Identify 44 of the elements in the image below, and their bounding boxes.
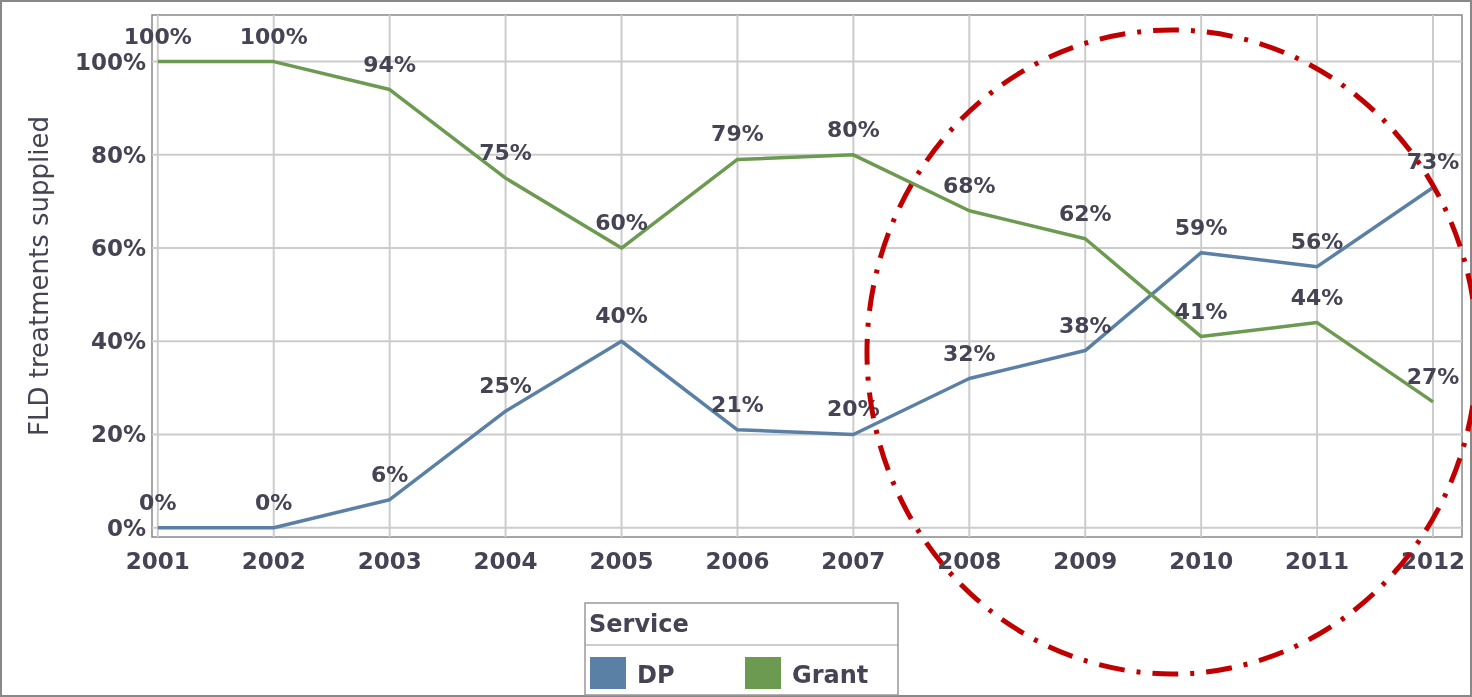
x-tick-label: 2001 bbox=[125, 548, 190, 574]
y-tick-label: 20% bbox=[90, 421, 146, 448]
data-label: 6% bbox=[370, 461, 409, 487]
data-label: 44% bbox=[1290, 284, 1344, 310]
x-tick-label: 2011 bbox=[1285, 548, 1350, 574]
data-label: 80% bbox=[827, 116, 880, 142]
y-axis-title: FLD treatments supplied bbox=[24, 116, 54, 436]
data-label: 59% bbox=[1174, 214, 1228, 240]
data-label: 100% bbox=[123, 23, 192, 49]
data-label: 56% bbox=[1290, 228, 1344, 254]
legend-label: Grant bbox=[792, 661, 869, 689]
data-label: 0% bbox=[139, 489, 177, 515]
x-tick-label: 2009 bbox=[1053, 548, 1118, 574]
data-label: 27% bbox=[1406, 363, 1460, 389]
data-label: 21% bbox=[711, 391, 764, 417]
legend-title: Service bbox=[589, 610, 689, 638]
data-label: 62% bbox=[1058, 200, 1112, 226]
x-tick-label: 2003 bbox=[357, 548, 422, 574]
y-tick-label: 0% bbox=[106, 514, 146, 541]
y-tick-label: 40% bbox=[90, 328, 146, 355]
x-tick-label: 2007 bbox=[821, 548, 886, 574]
data-label: 38% bbox=[1058, 312, 1112, 338]
data-label: 40% bbox=[595, 303, 648, 329]
data-label: 73% bbox=[1406, 149, 1460, 175]
x-tick-label: 2010 bbox=[1169, 548, 1234, 574]
data-label: 100% bbox=[239, 23, 308, 49]
data-label: 68% bbox=[942, 172, 996, 198]
y-tick-label: 100% bbox=[74, 48, 146, 75]
y-tick-label: 80% bbox=[90, 141, 146, 168]
data-label: 79% bbox=[711, 121, 764, 147]
data-label: 0% bbox=[255, 489, 293, 515]
data-label: 94% bbox=[363, 51, 416, 77]
data-label: 41% bbox=[1174, 298, 1228, 324]
y-tick-label: 60% bbox=[90, 235, 146, 262]
x-tick-label: 2005 bbox=[589, 548, 654, 574]
x-tick-label: 2002 bbox=[241, 548, 306, 574]
x-tick-label: 2006 bbox=[705, 548, 770, 574]
data-label: 25% bbox=[479, 373, 532, 399]
data-label: 32% bbox=[942, 340, 996, 366]
x-tick-label: 2004 bbox=[473, 548, 538, 574]
data-label: 60% bbox=[595, 210, 648, 236]
data-label: 75% bbox=[479, 140, 532, 166]
x-tick-label: 2008 bbox=[937, 548, 1002, 574]
legend-label: DP bbox=[637, 661, 675, 689]
